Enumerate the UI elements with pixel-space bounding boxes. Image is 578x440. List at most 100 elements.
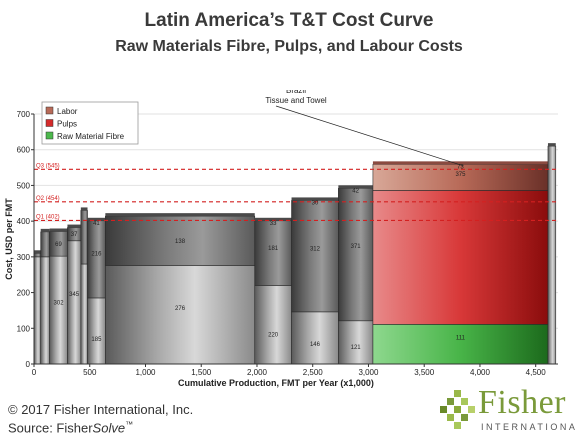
bar-5-pulps xyxy=(87,297,106,365)
x-tick-label: 3,500 xyxy=(414,368,435,377)
bar-6-label-1: 276 xyxy=(175,306,186,312)
x-tick-label: 3,000 xyxy=(358,368,379,377)
y-tick-label: 300 xyxy=(17,253,31,262)
bar-5-label-1: 216 xyxy=(91,252,102,258)
axes: 0 100 200 300 400 500 600 700 0 500 1,000 1,500 2,00… xyxy=(4,110,558,388)
bar-10-labor xyxy=(372,164,549,191)
x-tick-label: 1,500 xyxy=(191,368,212,377)
bar-3-label-1: 345 xyxy=(69,292,80,298)
bar-8-label-0: 30 xyxy=(312,200,319,206)
chart-title: Latin America’s T&T Cost Curve xyxy=(144,10,434,31)
x-tick-label: 2,000 xyxy=(247,368,268,377)
source-tm: ™ xyxy=(125,420,134,429)
bar-10-cap xyxy=(372,161,548,165)
bar-3-pulps xyxy=(67,240,82,365)
bar-2-cap xyxy=(49,228,68,232)
bar-10-label-1: 375 xyxy=(455,172,466,178)
annotation-line-1: Tissue and Towel xyxy=(265,96,327,105)
reference-line-label-0: Q3 (545) xyxy=(36,163,60,169)
bar-2-label-0: 69 xyxy=(55,242,62,248)
bar-4-labor xyxy=(80,210,88,265)
logo-name: Fisher xyxy=(478,384,566,421)
source-prefix: Source: Fisher xyxy=(8,420,93,436)
legend-swatch-0 xyxy=(45,106,54,115)
bar-10-label-2: 111 xyxy=(456,335,466,341)
x-tick-label: 1,000 xyxy=(135,368,156,377)
chart-subtitle: Raw Materials Fibre, Pulps, and Labour C… xyxy=(115,38,463,55)
y-tick-label: 0 xyxy=(26,360,31,369)
bar-2-label-1: 302 xyxy=(54,301,65,307)
bar-1-cap xyxy=(40,228,50,232)
bar-7-cap xyxy=(254,217,292,221)
bar-labels: 69 302 37 345 41 216 185 138 276 33 181 220 30 312 146… xyxy=(54,164,467,351)
x-tick-label: 0 xyxy=(32,368,37,377)
bar-2-pulps xyxy=(49,255,68,365)
bar-9-label-1: 371 xyxy=(351,244,362,250)
legend-label-2: Raw Material Fibre xyxy=(57,132,125,141)
x-tick-label: 2,500 xyxy=(303,368,324,377)
bar-8-label-2: 146 xyxy=(310,342,321,348)
bar-6-pulps xyxy=(105,265,256,365)
bar-10-fibre xyxy=(372,324,549,365)
bar-0-pulps xyxy=(33,256,41,365)
bar-7-label-1: 181 xyxy=(268,246,279,252)
legend-label-0: Labor xyxy=(57,107,78,116)
bars xyxy=(33,143,557,365)
fisher-logo-mark-icon xyxy=(440,390,475,429)
annotation-pointer xyxy=(275,105,464,167)
bar-6-cap xyxy=(105,213,255,217)
legend-swatch-2 xyxy=(45,131,54,140)
bar-6-label-0: 138 xyxy=(175,239,186,245)
legend-swatch-1 xyxy=(45,119,54,127)
x-axis-label: Cumulative Production, FMT per Year (x1,… xyxy=(178,378,374,388)
bar-8-cap xyxy=(291,197,339,201)
bar-10-pulps xyxy=(372,190,549,325)
reference-line-label-1: Q2 (454) xyxy=(36,196,60,202)
logo-subtitle: INTERNATIONAL xyxy=(481,422,578,432)
source-text: Source: FisherSolve™ xyxy=(8,420,133,435)
legend-label-1: Pulps xyxy=(57,120,77,129)
legend: Labor Pulps Raw Material Fibre xyxy=(41,101,139,145)
bar-7-label-0: 33 xyxy=(270,221,277,227)
y-tick-label: 400 xyxy=(17,217,31,226)
bar-5-label-2: 185 xyxy=(91,337,102,343)
bar-9-label-0: 42 xyxy=(352,188,359,194)
bar-11-pulps xyxy=(547,145,557,365)
annotation-line-0: Brazil xyxy=(286,90,306,95)
reference-line-label-2: Q1 (402) xyxy=(36,214,60,220)
reference-lines: Q3 (545) Q2 (454) Q1 (402) xyxy=(34,163,558,221)
bar-7-labor xyxy=(254,220,292,286)
cost-curve-chart: Q3 (545) Q2 (454) Q1 (402) 69 302 37 345 41 216… xyxy=(4,90,558,388)
y-tick-label: 200 xyxy=(17,289,31,298)
bar-7-pulps xyxy=(254,285,292,365)
x-tick-label: 4,000 xyxy=(470,368,491,377)
source-italic: Solve xyxy=(92,420,126,436)
bar-0-labor xyxy=(33,252,41,258)
y-tick-label: 600 xyxy=(17,146,31,155)
bar-8-pulps xyxy=(291,311,339,365)
bar-7-label-2: 220 xyxy=(268,333,279,339)
bar-5-label-0: 41 xyxy=(93,221,100,227)
bar-11-cap xyxy=(547,143,556,147)
bar-5-cap xyxy=(87,217,106,221)
bar-8-label-1: 312 xyxy=(310,247,321,253)
y-axis-label: Cost, USD per FMT xyxy=(4,198,14,280)
bar-5-labor xyxy=(87,220,106,299)
y-tick-label: 100 xyxy=(17,324,31,333)
bar-3-cap xyxy=(67,224,81,228)
bar-1-pulps xyxy=(40,256,50,365)
bar-9-labor xyxy=(338,187,374,322)
bar-4-cap xyxy=(80,207,88,211)
bar-6-labor xyxy=(105,215,256,266)
fisher-logo: Fisher INTERNATIONAL xyxy=(438,384,578,440)
y-tick-label: 500 xyxy=(17,181,31,190)
bar-8-labor xyxy=(291,200,339,313)
x-tick-label: 500 xyxy=(83,368,97,377)
bar-9-label-2: 121 xyxy=(351,345,362,351)
bar-4-pulps xyxy=(80,263,88,365)
x-tick-label: 4,500 xyxy=(526,368,547,377)
bar-10-label-0: 73 xyxy=(457,164,464,170)
copyright-text: © 2017 Fisher International, Inc. xyxy=(8,402,194,417)
bar-3-label-0: 37 xyxy=(71,232,78,238)
